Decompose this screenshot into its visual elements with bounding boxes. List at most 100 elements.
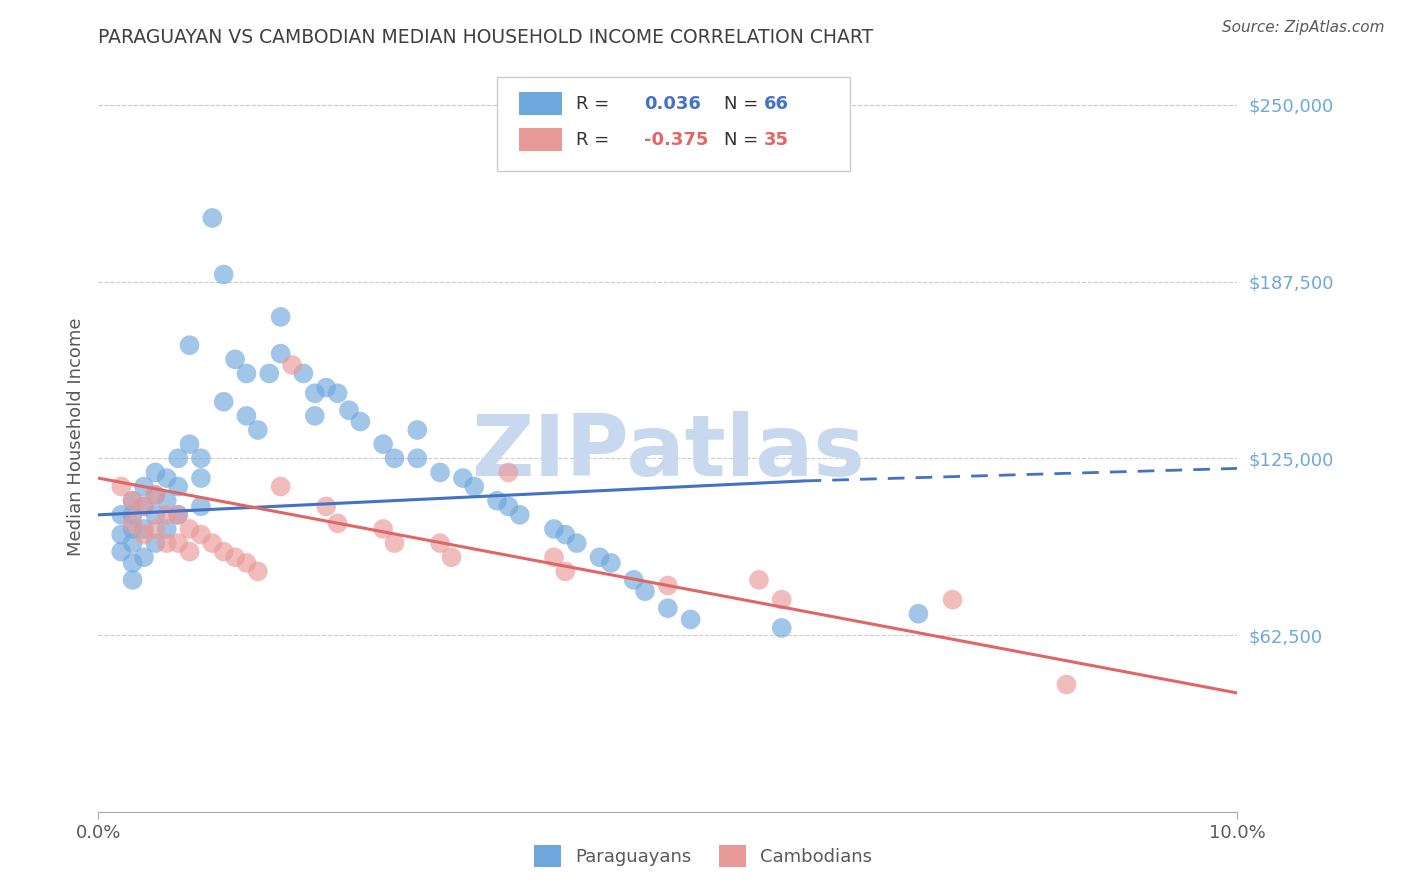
- Point: [179, 338, 201, 352]
- Text: 35: 35: [763, 130, 789, 149]
- Point: [179, 522, 201, 536]
- Text: 66: 66: [763, 95, 789, 112]
- Point: [292, 367, 315, 381]
- Point: [270, 346, 292, 360]
- Point: [907, 607, 929, 621]
- Point: [132, 479, 155, 493]
- Point: [121, 573, 143, 587]
- Point: [406, 451, 429, 466]
- Point: [373, 522, 395, 536]
- Point: [156, 522, 179, 536]
- Point: [121, 522, 143, 536]
- Point: [167, 508, 190, 522]
- Point: [554, 527, 576, 541]
- Point: [132, 500, 155, 514]
- FancyBboxPatch shape: [498, 78, 851, 171]
- Point: [384, 536, 406, 550]
- Point: [167, 451, 190, 466]
- Point: [212, 394, 235, 409]
- Point: [440, 550, 463, 565]
- Point: [588, 550, 610, 565]
- Point: [498, 466, 520, 480]
- Text: R =: R =: [575, 95, 614, 112]
- Point: [429, 466, 451, 480]
- Point: [246, 423, 269, 437]
- Text: ZIPatlas: ZIPatlas: [471, 410, 865, 493]
- Point: [121, 536, 143, 550]
- Point: [1056, 677, 1078, 691]
- Point: [167, 479, 190, 493]
- Point: [179, 437, 201, 451]
- Point: [326, 386, 349, 401]
- Point: [304, 409, 326, 423]
- Point: [543, 522, 565, 536]
- Point: [145, 488, 167, 502]
- Point: [429, 536, 451, 550]
- Point: [145, 466, 167, 480]
- Point: [167, 536, 190, 550]
- Point: [281, 358, 304, 372]
- Point: [167, 508, 190, 522]
- Y-axis label: Median Household Income: Median Household Income: [66, 318, 84, 557]
- Point: [565, 536, 588, 550]
- Point: [600, 556, 623, 570]
- Point: [224, 352, 246, 367]
- FancyBboxPatch shape: [519, 93, 562, 115]
- Point: [246, 565, 269, 579]
- Point: [121, 516, 143, 531]
- Point: [770, 621, 793, 635]
- Point: [498, 500, 520, 514]
- Point: [770, 592, 793, 607]
- Point: [110, 544, 132, 558]
- Point: [190, 527, 212, 541]
- Point: [190, 451, 212, 466]
- Point: [212, 544, 235, 558]
- Point: [326, 516, 349, 531]
- Point: [337, 403, 360, 417]
- Point: [679, 612, 702, 626]
- Point: [201, 536, 224, 550]
- Text: 0.036: 0.036: [644, 95, 700, 112]
- Point: [110, 479, 132, 493]
- Point: [406, 423, 429, 437]
- Text: R =: R =: [575, 130, 614, 149]
- Point: [463, 479, 485, 493]
- Point: [145, 488, 167, 502]
- Point: [270, 479, 292, 493]
- Point: [623, 573, 645, 587]
- Text: PARAGUAYAN VS CAMBODIAN MEDIAN HOUSEHOLD INCOME CORRELATION CHART: PARAGUAYAN VS CAMBODIAN MEDIAN HOUSEHOLD…: [98, 28, 873, 47]
- Point: [224, 550, 246, 565]
- Point: [315, 381, 337, 395]
- Text: N =: N =: [724, 95, 763, 112]
- Point: [212, 268, 235, 282]
- Point: [132, 550, 155, 565]
- Point: [942, 592, 965, 607]
- Point: [451, 471, 474, 485]
- Legend: Paraguayans, Cambodians: Paraguayans, Cambodians: [527, 838, 879, 874]
- Point: [190, 500, 212, 514]
- Point: [235, 367, 257, 381]
- Point: [110, 508, 132, 522]
- Point: [110, 527, 132, 541]
- Point: [304, 386, 326, 401]
- Point: [235, 409, 257, 423]
- Point: [748, 573, 770, 587]
- Point: [132, 500, 155, 514]
- Point: [145, 536, 167, 550]
- Point: [121, 508, 143, 522]
- Text: Source: ZipAtlas.com: Source: ZipAtlas.com: [1222, 20, 1385, 35]
- Text: -0.375: -0.375: [644, 130, 709, 149]
- Point: [201, 211, 224, 225]
- Point: [373, 437, 395, 451]
- Point: [259, 367, 281, 381]
- FancyBboxPatch shape: [519, 128, 562, 151]
- Point: [657, 578, 679, 592]
- Point: [190, 471, 212, 485]
- Point: [657, 601, 679, 615]
- Point: [543, 550, 565, 565]
- Point: [179, 544, 201, 558]
- Point: [121, 556, 143, 570]
- Point: [145, 508, 167, 522]
- Point: [132, 522, 155, 536]
- Point: [156, 508, 179, 522]
